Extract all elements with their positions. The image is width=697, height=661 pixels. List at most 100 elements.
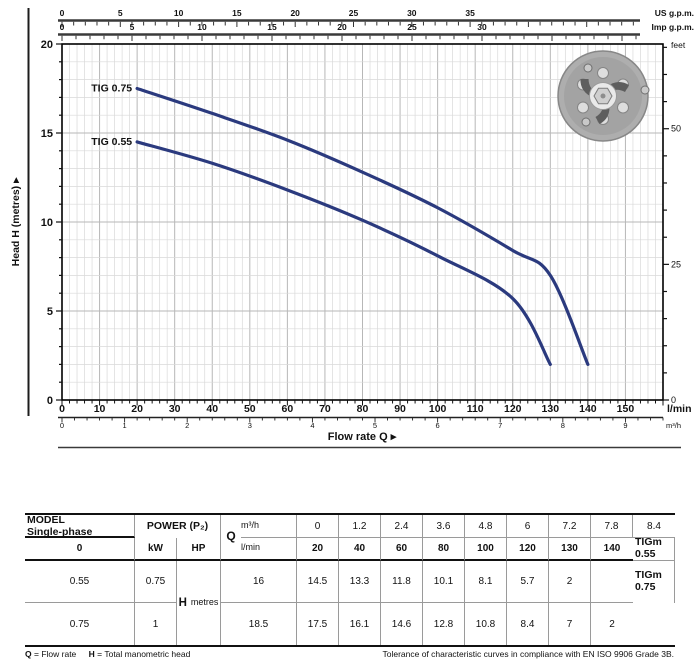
curve-tig-0.75 <box>135 86 590 366</box>
svg-text:Imp g.p.m.: Imp g.p.m. <box>652 22 695 32</box>
svg-text:70: 70 <box>319 403 331 415</box>
pump-photo <box>557 50 650 142</box>
model-name: TIGm 0.55 <box>633 537 675 561</box>
head-value: 17.5 <box>297 603 339 645</box>
svg-text:20: 20 <box>337 22 347 32</box>
table-header-power: POWER (P₂) kW HP <box>135 515 221 561</box>
svg-text:15: 15 <box>232 8 242 18</box>
kw-label: kW <box>135 538 177 559</box>
q-lmin-value: 20 <box>297 538 339 561</box>
model-label: MODEL <box>27 514 65 526</box>
svg-text:6: 6 <box>436 421 440 430</box>
q-m3h-value: 2.4 <box>381 515 423 538</box>
svg-text:10: 10 <box>94 403 106 415</box>
q-lmin-value: 120 <box>507 538 549 561</box>
h-definition: = Total manometric head <box>97 649 191 659</box>
svg-text:40: 40 <box>206 403 218 415</box>
svg-text:9: 9 <box>623 421 627 430</box>
svg-text:35: 35 <box>465 8 475 18</box>
svg-text:7: 7 <box>498 421 502 430</box>
svg-text:30: 30 <box>477 22 487 32</box>
svg-text:15: 15 <box>267 22 277 32</box>
svg-text:20: 20 <box>131 403 143 415</box>
svg-text:30: 30 <box>407 8 417 18</box>
q-m3h-value: 7.2 <box>549 515 591 538</box>
tolerance-note: Tolerance of characteristic curves in co… <box>382 649 675 659</box>
svg-text:130: 130 <box>542 403 560 415</box>
svg-text:8: 8 <box>561 421 565 430</box>
svg-text:5: 5 <box>47 306 53 318</box>
top-axis-us-gpm: 0 5 10 15 20 25 30 35 US g.p.m. <box>58 8 694 27</box>
svg-text:US g.p.m.: US g.p.m. <box>655 8 694 18</box>
svg-text:25: 25 <box>349 8 359 18</box>
head-value: 8.1 <box>465 561 507 603</box>
h-symbol: H <box>88 649 95 659</box>
svg-text:m³/h: m³/h <box>666 421 681 430</box>
q-m3h-value: 0 <box>297 515 339 538</box>
pump-curve-chart: 0 5 10 15 20 25 30 35 US g.p.m.0 5 10 15 20 25 30 Imp g… <box>10 8 694 449</box>
legend-note: Q = Flow rate H = Total manometric head <box>25 649 190 659</box>
grid <box>61 43 664 401</box>
head-value: 10.8 <box>465 603 507 645</box>
svg-text:30: 30 <box>169 403 181 415</box>
bottom-axis-lmin: 0 10 20 30 40 50 60 70 80 90 100 110 120 130 140 150 l/m… <box>59 400 692 415</box>
svg-text:140: 140 <box>579 403 597 415</box>
head-value: 13.3 <box>339 561 381 603</box>
head-value: 14.6 <box>381 603 423 645</box>
head-value: 5.7 <box>507 561 549 603</box>
svg-text:20: 20 <box>41 39 53 51</box>
q-m3h-value: 8.4 <box>633 515 675 538</box>
kw-value: 0.75 <box>25 603 135 645</box>
svg-text:0: 0 <box>60 22 65 32</box>
svg-text:TIG 0.75: TIG 0.75 <box>91 83 132 95</box>
head-value: 10.1 <box>423 561 465 603</box>
q-lmin-value: 80 <box>423 538 465 561</box>
svg-text:25: 25 <box>407 22 417 32</box>
head-value: 16.1 <box>339 603 381 645</box>
svg-text:l/min: l/min <box>667 403 692 415</box>
svg-text:5: 5 <box>118 8 123 18</box>
q-m3h-value: 4.8 <box>465 515 507 538</box>
left-axis-metres: 0 5 10 15 20 Head H (metres) ▸ <box>10 39 62 407</box>
q-lmin-value: 140 <box>591 538 633 561</box>
hp-value: 0.75 <box>135 561 177 603</box>
performance-table: MODEL Single-phase POWER (P₂) kW HP Q m³… <box>25 513 675 647</box>
svg-text:15: 15 <box>41 128 53 140</box>
q-m3h-value: 3.6 <box>423 515 465 538</box>
svg-text:TIG 0.55: TIG 0.55 <box>91 136 132 148</box>
svg-text:4: 4 <box>310 421 314 430</box>
svg-text:20: 20 <box>290 8 300 18</box>
svg-text:10: 10 <box>41 217 53 229</box>
right-axis-feet: 0 25 50 feet <box>663 40 686 405</box>
q-definition: = Flow rate <box>34 649 77 659</box>
svg-text:0: 0 <box>60 421 64 430</box>
q-m3h-value: 1.2 <box>339 515 381 538</box>
svg-text:150: 150 <box>617 403 635 415</box>
h-label: H <box>178 596 187 609</box>
q-m3h-value: 7.8 <box>591 515 633 538</box>
svg-text:60: 60 <box>282 403 294 415</box>
head-value: 11.8 <box>381 561 423 603</box>
head-value: 7 <box>549 603 591 645</box>
svg-text:90: 90 <box>394 403 406 415</box>
kw-value: 0.55 <box>25 561 135 603</box>
head-value <box>591 561 633 603</box>
svg-text:10: 10 <box>197 22 207 32</box>
metres-label: metres <box>190 597 219 608</box>
svg-text:50: 50 <box>244 403 256 415</box>
model-name: TIGm 0.75 <box>633 561 675 603</box>
top-axis-imp-gpm: 0 5 10 15 20 25 30 Imp g.p.m. <box>58 22 694 41</box>
svg-text:10: 10 <box>174 8 184 18</box>
head-value: 16 <box>221 561 297 603</box>
svg-text:25: 25 <box>671 259 681 269</box>
q-label: Q <box>226 529 236 544</box>
head-value: 18.5 <box>221 603 297 645</box>
table-header-model: MODEL Single-phase <box>25 514 135 538</box>
svg-text:50: 50 <box>671 124 681 134</box>
hp-label: HP <box>191 543 206 554</box>
table-h-metres: H metres <box>177 561 221 645</box>
head-value: 8.4 <box>507 603 549 645</box>
svg-text:feet: feet <box>671 40 686 50</box>
svg-text:5: 5 <box>130 22 135 32</box>
curve-tig-0.55 <box>135 140 552 366</box>
